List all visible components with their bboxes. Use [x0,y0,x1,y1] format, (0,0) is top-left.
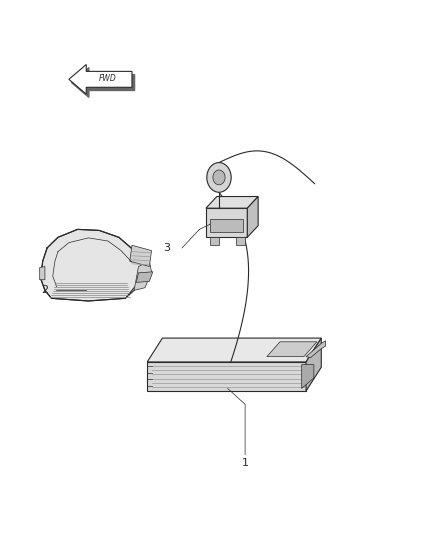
Polygon shape [267,342,317,357]
Polygon shape [306,338,321,391]
Text: 1: 1 [242,458,249,467]
Polygon shape [69,64,132,94]
Polygon shape [130,245,152,266]
Polygon shape [306,341,325,358]
Polygon shape [302,365,314,389]
Text: 2: 2 [41,285,49,295]
Polygon shape [40,266,45,280]
Polygon shape [210,219,243,232]
Polygon shape [41,229,145,301]
Polygon shape [206,197,258,208]
Polygon shape [237,237,245,245]
Polygon shape [134,261,152,290]
Text: FWD: FWD [99,74,117,83]
Polygon shape [71,68,134,98]
Polygon shape [210,237,219,245]
Polygon shape [206,208,247,237]
Polygon shape [147,338,321,362]
Circle shape [207,163,231,192]
Polygon shape [136,272,153,282]
Circle shape [213,170,225,185]
Polygon shape [147,362,306,391]
Polygon shape [247,197,258,237]
Text: 3: 3 [163,243,170,253]
